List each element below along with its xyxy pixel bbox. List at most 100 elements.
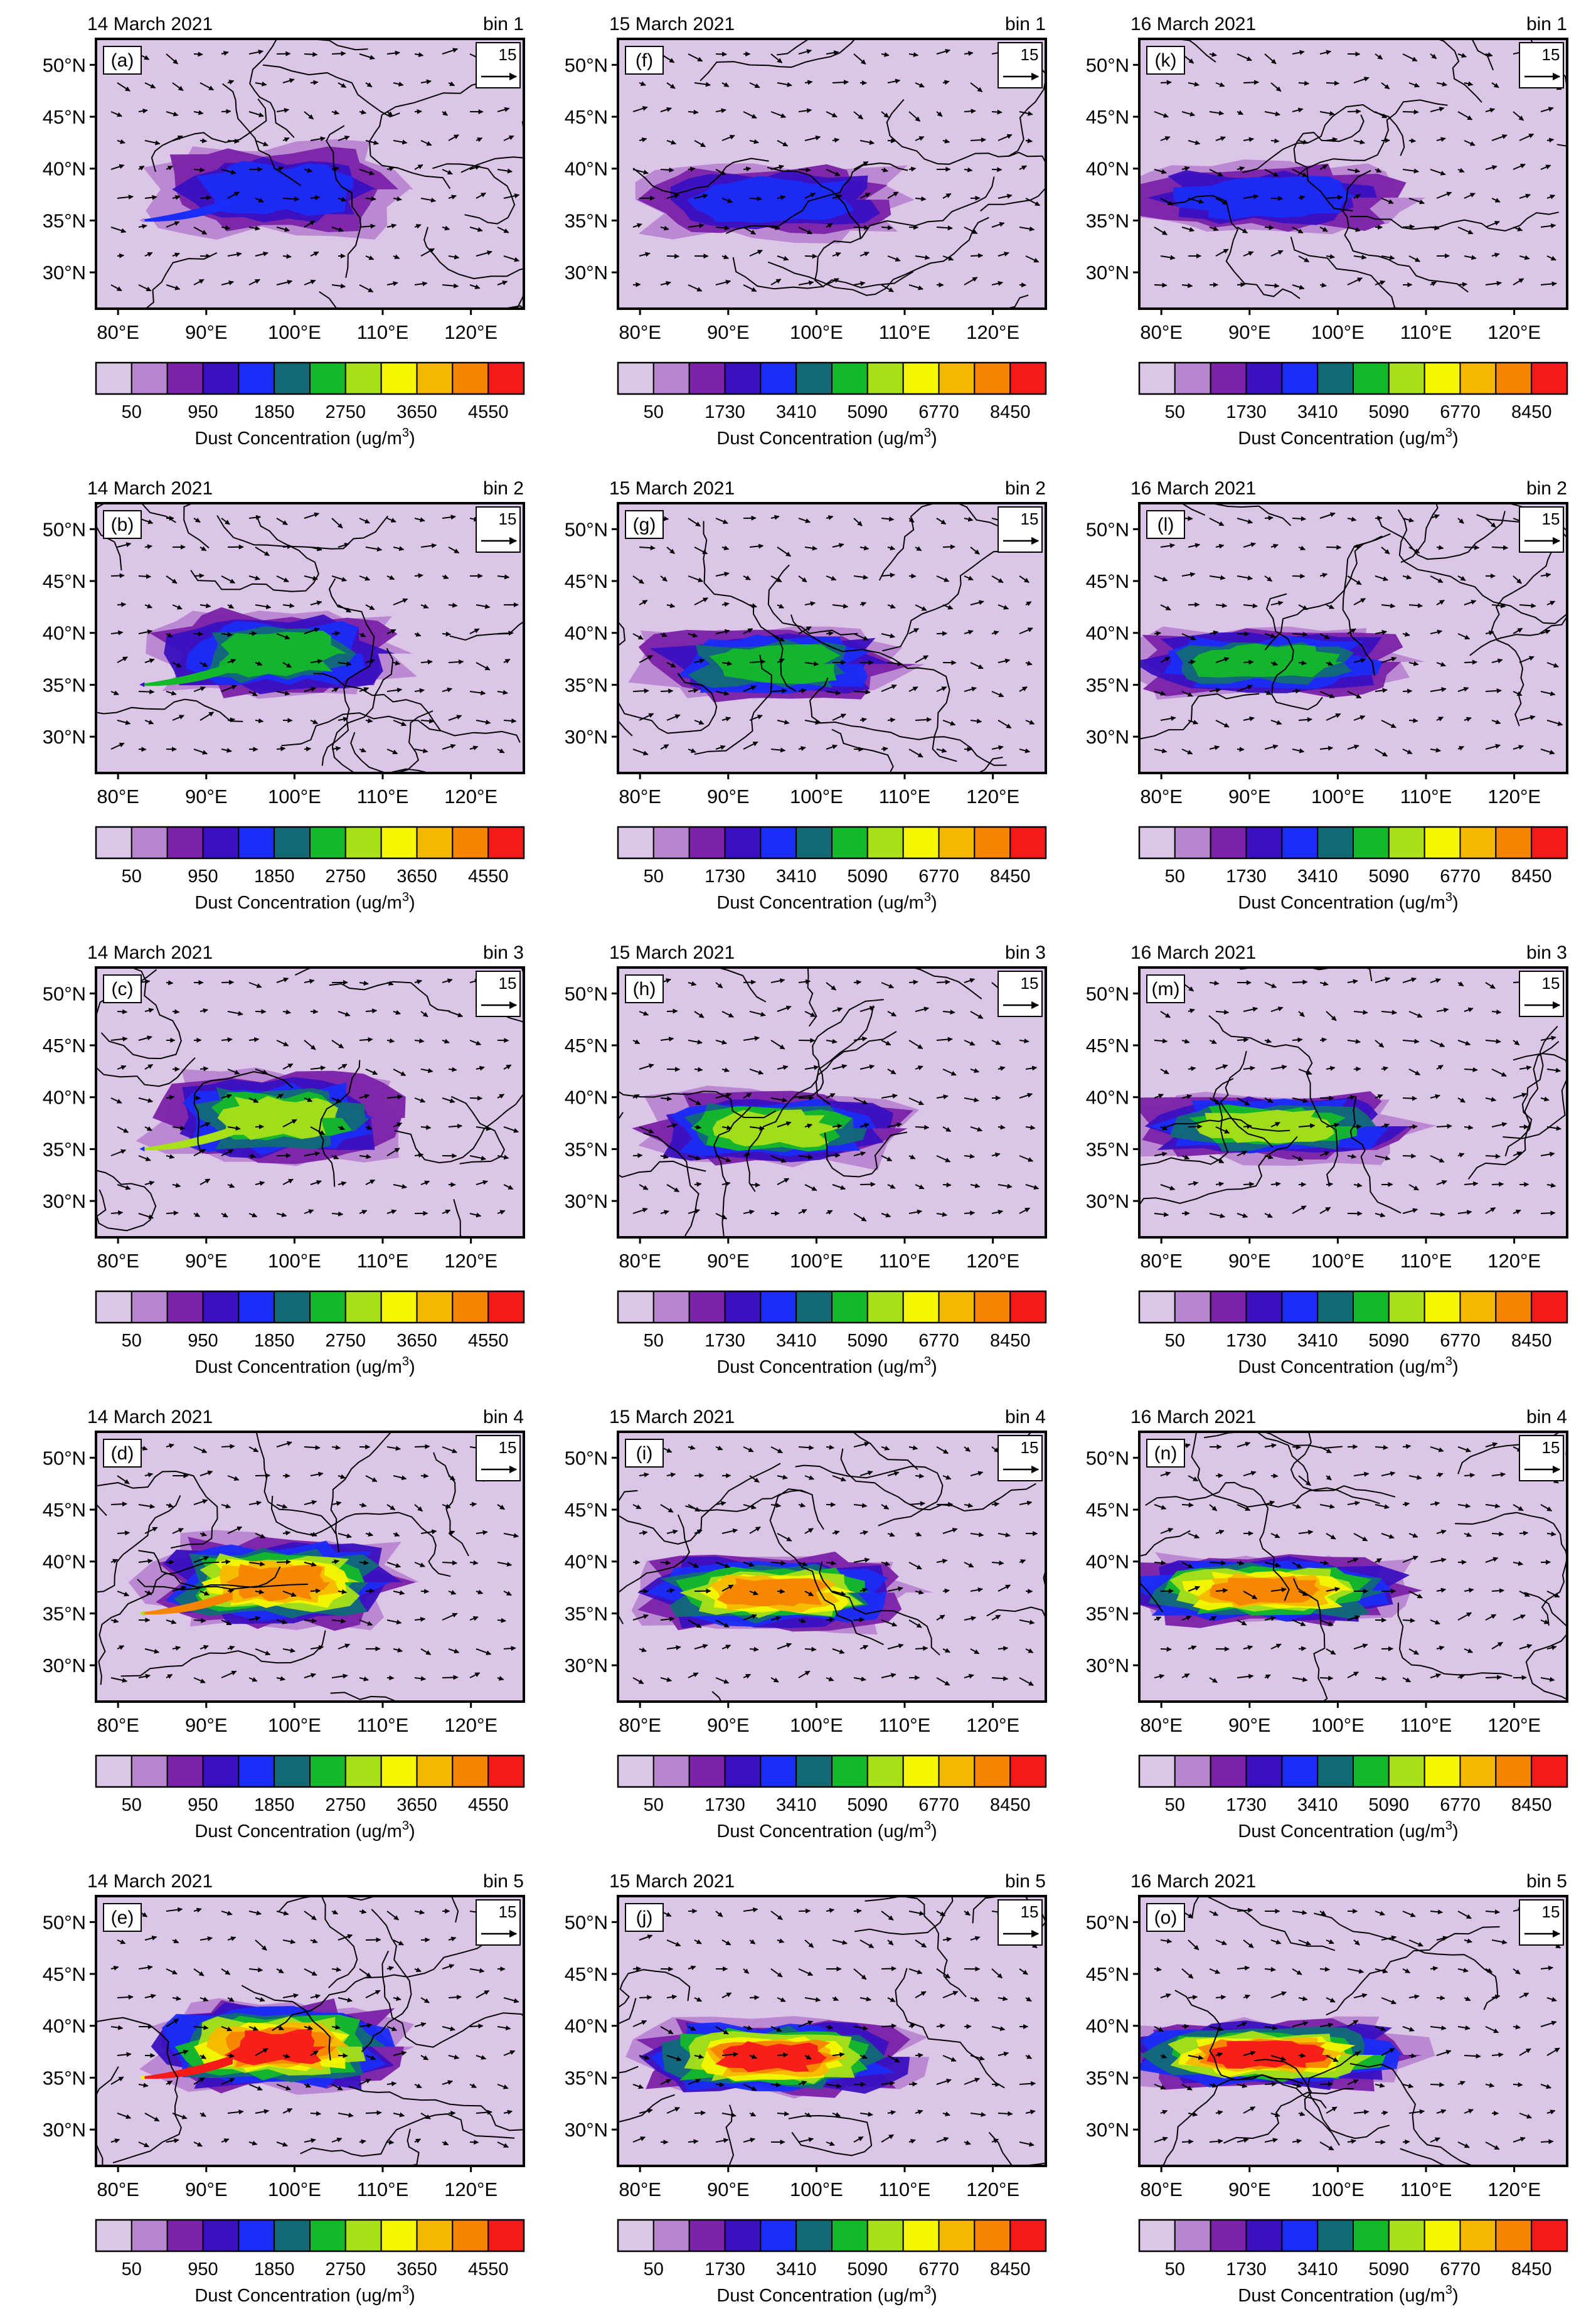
colorbar-box xyxy=(866,2219,904,2252)
wind-vector xyxy=(715,572,730,577)
lat-tick-label: 30°N xyxy=(1086,726,1129,748)
wind-vector xyxy=(172,715,184,721)
wind-vector xyxy=(1491,134,1508,141)
wind-vector xyxy=(1292,50,1305,55)
colorbar-tick-label: 8450 xyxy=(990,1331,1031,1351)
wind-vector xyxy=(694,193,708,199)
wind-vector xyxy=(1353,139,1365,145)
wind-vector xyxy=(1402,168,1419,174)
colorbar-box xyxy=(202,1755,240,1788)
wind-vector xyxy=(639,81,646,86)
wind-vector xyxy=(1215,136,1226,141)
colorbar-title-close: ) xyxy=(931,893,937,913)
lat-tick-label: 50°N xyxy=(565,983,608,1005)
wind-vector xyxy=(660,280,671,286)
colorbar-tick-label: 3650 xyxy=(396,1795,437,1815)
lat-tick-label: 50°N xyxy=(1086,1447,1129,1469)
lat-tick-label: 45°N xyxy=(565,106,608,128)
wind-vector xyxy=(915,546,922,552)
wind-vector xyxy=(442,574,449,579)
lat-tick-label: 30°N xyxy=(1086,1190,1129,1212)
lat-tick-label: 40°N xyxy=(1086,1087,1129,1109)
wind-vector xyxy=(221,1444,235,1449)
wind-vector xyxy=(1154,169,1167,174)
wind-vector xyxy=(221,225,231,230)
lat-tick-label: 30°N xyxy=(1086,2119,1129,2141)
colorbar-box xyxy=(902,1291,940,1323)
colorbar-tick-label: 3410 xyxy=(1297,402,1338,422)
panel-bin: bin 1 xyxy=(1005,14,1046,35)
wind-vector xyxy=(1430,2082,1445,2087)
wind-vector xyxy=(255,546,270,557)
wind-vector xyxy=(386,749,398,755)
wind-vector xyxy=(1209,1560,1226,1566)
wind-vector xyxy=(138,573,151,579)
wind-vector xyxy=(1485,280,1502,286)
colorbar-tick-label: 3410 xyxy=(776,402,817,422)
colorbar-box xyxy=(617,362,654,395)
boundary-line xyxy=(886,99,1046,165)
map-content xyxy=(618,39,1046,309)
wind-vector xyxy=(798,49,812,55)
colorbar-tick-label: 5090 xyxy=(848,2259,888,2279)
wind-vector xyxy=(694,658,705,664)
colorbar-frame xyxy=(617,826,1047,860)
colorbar-box xyxy=(974,826,1011,859)
wind-vector xyxy=(1292,107,1304,113)
colorbar-box xyxy=(795,362,833,395)
wind-vector xyxy=(193,1618,206,1623)
reference-vector-label: 15 xyxy=(499,45,517,64)
wind-vector xyxy=(414,573,423,578)
lon-tick-label: 120°E xyxy=(966,786,1019,808)
map-panel: 15 March 2021 bin 5 (j) 15 50°N 45°N 40°N 35°N 3… xyxy=(565,1871,1047,2306)
wind-vector xyxy=(117,602,127,607)
wind-vector xyxy=(632,575,644,584)
wind-vector xyxy=(1237,110,1244,115)
lon-tick-label: 110°E xyxy=(1400,321,1452,343)
wind-vector xyxy=(110,573,125,578)
wind-vector xyxy=(660,225,669,231)
wind-vector xyxy=(331,166,340,171)
colorbar-box xyxy=(724,826,762,859)
wind-vector xyxy=(310,1009,319,1015)
wind-vector xyxy=(255,140,269,146)
colorbar-tick-label: 1730 xyxy=(1226,1331,1267,1351)
colorbar-box xyxy=(831,362,868,395)
colorbar-tick-label: 6770 xyxy=(918,1331,959,1351)
colorbar-box xyxy=(274,2219,311,2252)
wind-vector xyxy=(221,169,237,175)
colorbar-box xyxy=(974,2219,1011,2252)
wind-vector xyxy=(1464,545,1480,550)
wind-vector xyxy=(1491,545,1509,550)
lon-tick-label: 80°E xyxy=(619,1714,661,1736)
wind-vector xyxy=(908,686,918,692)
colorbar-box xyxy=(238,2219,275,2252)
colorbar-box xyxy=(344,2219,382,2252)
wind-vector xyxy=(688,748,696,753)
wind-vector xyxy=(227,659,237,664)
wind-vector xyxy=(503,193,520,199)
wind-vector xyxy=(172,82,184,92)
wind-vector xyxy=(248,514,262,520)
colorbar-tick-label: 4550 xyxy=(468,1795,509,1815)
wind-vector xyxy=(826,1617,835,1623)
lon-tick-label: 100°E xyxy=(268,1250,321,1272)
colorbar-tick-label: 50 xyxy=(1165,866,1185,887)
lon-tick-label: 120°E xyxy=(1487,2178,1541,2200)
colorbar-box xyxy=(95,2219,132,2252)
wind-vector xyxy=(365,604,375,610)
colorbar-tick-label: 1730 xyxy=(1226,402,1267,422)
colorbar-box xyxy=(831,1755,868,1788)
wind-vector xyxy=(1270,250,1284,257)
colorbar-box xyxy=(1139,1291,1176,1323)
colorbar-box xyxy=(1353,2219,1390,2252)
wind-vector xyxy=(1540,281,1557,287)
map-content xyxy=(96,39,524,309)
wind-vector xyxy=(469,227,483,232)
wind-vector xyxy=(832,713,846,721)
colorbar-box xyxy=(1174,1755,1211,1788)
wind-vector xyxy=(193,227,208,235)
wind-vector xyxy=(1209,226,1219,232)
map-panel: 15 March 2021 bin 3 (h) 15 50°N 45°N 40°N 35°N 3… xyxy=(565,942,1047,1377)
boundary-line xyxy=(1242,104,1405,173)
